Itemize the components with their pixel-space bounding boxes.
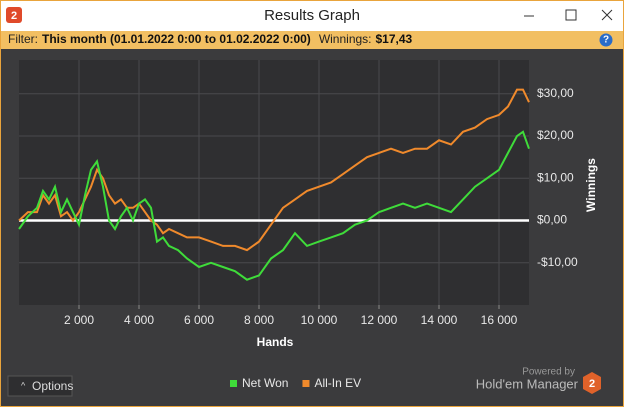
help-text: ?	[603, 35, 609, 46]
x-tick-label: 16 000	[481, 313, 518, 327]
filter-value: This month (01.01.2022 0:00 to 01.02.202…	[42, 32, 311, 46]
y-tick-label: $10,00	[537, 170, 574, 184]
filter-label: Filter:	[8, 32, 38, 46]
title-bar	[0, 0, 624, 31]
y-tick-label: -$10,00	[537, 255, 578, 269]
app-icon	[6, 7, 22, 23]
filter-bar	[0, 31, 624, 49]
help-button[interactable]	[599, 33, 613, 47]
y-tick-label: $20,00	[537, 128, 574, 142]
y-tick-label: $30,00	[537, 86, 574, 100]
plot-area	[19, 60, 529, 305]
y-axis-label: Winnings	[584, 158, 598, 212]
app-icon-text: 2	[11, 10, 17, 22]
series-line	[18, 130, 530, 281]
x-axis-label: Hands	[257, 335, 294, 349]
window-title: Results Graph	[264, 7, 360, 24]
legend-swatch	[230, 380, 237, 387]
legend-label: All-In EV	[314, 376, 361, 390]
brand: Hold'em Manager	[476, 376, 579, 391]
options-caret: ^	[21, 380, 26, 390]
brand-logo	[583, 372, 601, 394]
maximize-button[interactable]	[565, 9, 577, 21]
x-tick-label: 10 000	[301, 313, 338, 327]
brand-logo-text: 2	[589, 378, 595, 390]
winnings-label: Winnings:	[319, 32, 372, 46]
options-text: Options	[32, 379, 73, 393]
x-tick-label: 4 000	[124, 313, 154, 327]
legend-swatch	[302, 380, 310, 387]
x-tick-label: 6 000	[184, 313, 214, 327]
x-tick-label: 14 000	[421, 313, 458, 327]
winnings-value: $17,43	[376, 32, 413, 46]
close-button[interactable]	[601, 9, 613, 21]
options-button[interactable]	[7, 375, 73, 397]
x-tick-label: 2 000	[64, 313, 94, 327]
legend-label: Net Won	[242, 376, 288, 390]
x-tick-label: 8 000	[244, 313, 274, 327]
x-tick-label: 12 000	[361, 313, 398, 327]
powered-by: Powered by	[522, 367, 575, 378]
series-line	[18, 88, 530, 252]
y-tick-label: $0,00	[537, 213, 567, 227]
